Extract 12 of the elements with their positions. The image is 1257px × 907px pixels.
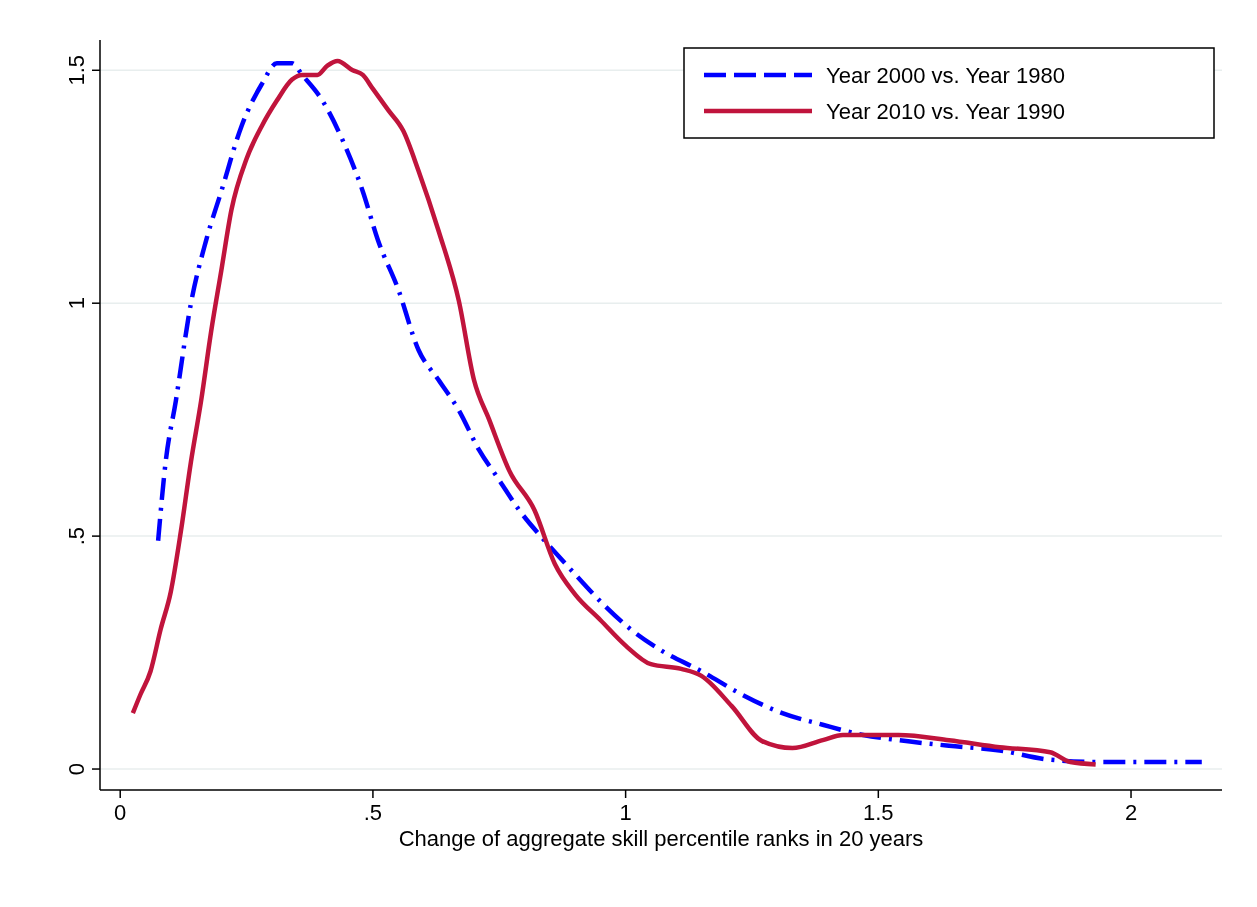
x-tick-label: 1.5: [863, 800, 894, 825]
x-axis-title: Change of aggregate skill percentile ranks in 20 years: [398, 826, 924, 851]
x-tick-label: .5: [363, 800, 383, 825]
legend-label: Year 2000 vs. Year 1980: [826, 63, 1065, 88]
x-tick-label: 0: [114, 800, 127, 825]
y-tick-label: 1.5: [64, 54, 89, 86]
y-tick-label: 1: [64, 297, 89, 310]
x-tick-label: 1: [619, 800, 632, 825]
legend-label: Year 2010 vs. Year 1990: [826, 99, 1065, 124]
y-tick-label: 0: [64, 762, 89, 776]
x-tick-label: 2: [1124, 800, 1138, 825]
y-tick-label: .5: [64, 526, 89, 546]
